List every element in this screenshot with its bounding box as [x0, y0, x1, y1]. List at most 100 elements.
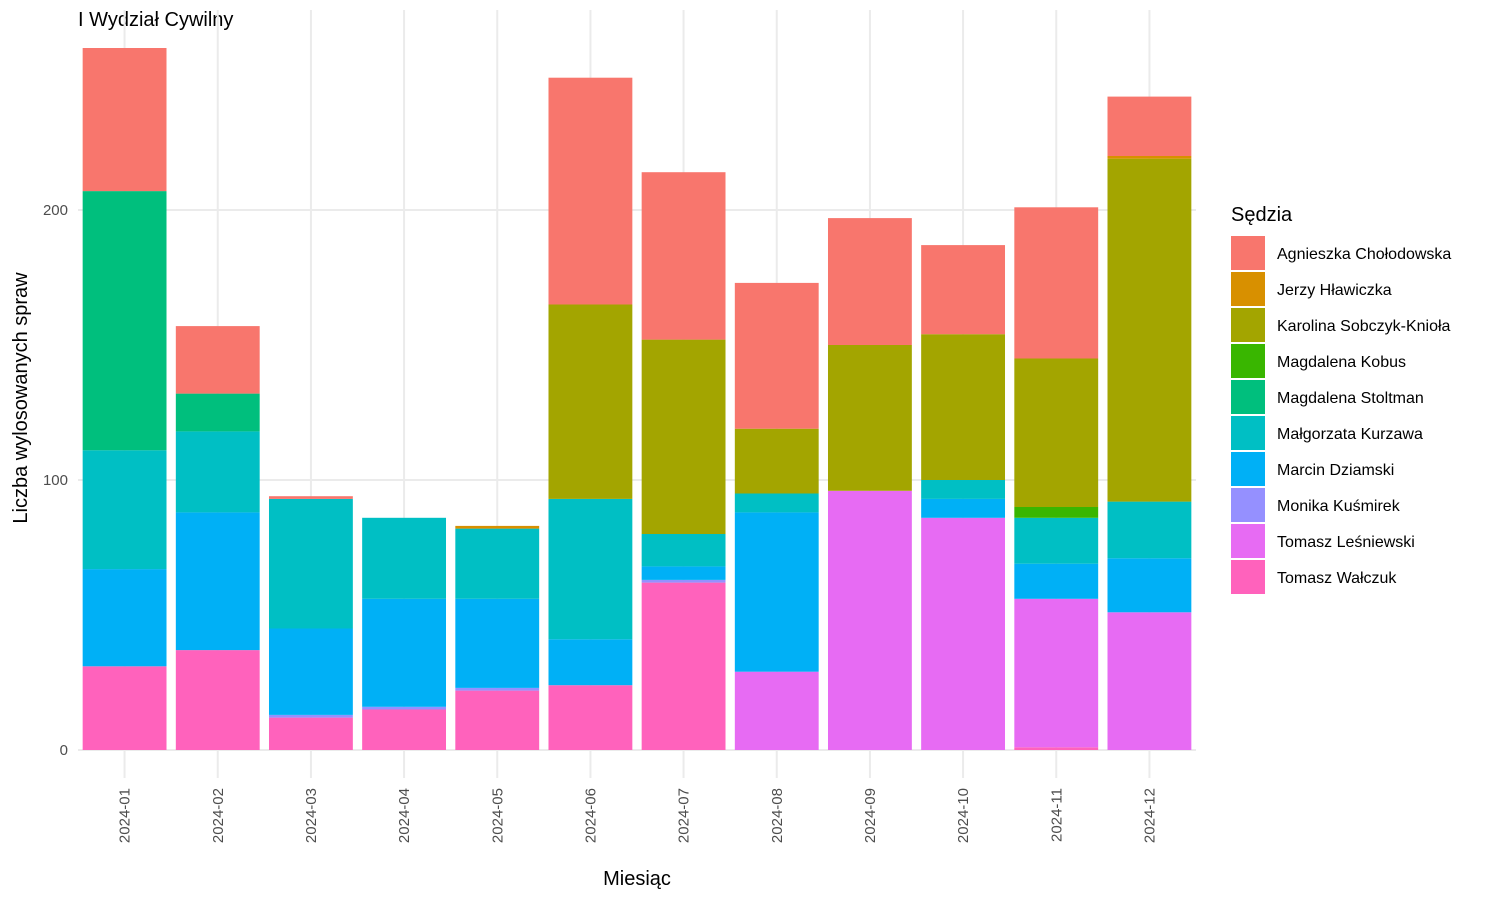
x-tick-label: 2024-08: [769, 788, 786, 843]
bar-segment: [175, 326, 260, 394]
legend-key: [1231, 488, 1265, 522]
bar-segment: [1107, 612, 1192, 750]
legend-key: [1231, 344, 1265, 378]
bar-segment: [641, 566, 726, 580]
bar-segment: [548, 639, 633, 686]
bar-segment: [548, 77, 633, 305]
bar-segment: [734, 512, 819, 672]
bar-segment: [1107, 96, 1192, 156]
legend-label: Agnieszka Chołodowska: [1277, 246, 1451, 263]
bar-segment: [1014, 507, 1099, 518]
bar-segment: [734, 428, 819, 494]
x-tick-label: 2024-07: [676, 788, 693, 843]
bar-segment: [1014, 747, 1099, 750]
y-axis-title: Liczba wylosowanych spraw: [10, 272, 32, 524]
bar-segment: [175, 431, 260, 513]
bar-segment: [82, 569, 167, 667]
legend-key: [1231, 524, 1265, 558]
bar-segment: [827, 345, 912, 491]
bar-segment: [641, 579, 726, 583]
bar-segment: [82, 666, 167, 750]
bar-segment: [734, 671, 819, 750]
y-axis-ticks: 0 100 200: [43, 202, 68, 759]
legend-label: Magdalena Stoltman: [1277, 390, 1424, 407]
legend-title: Sędzia: [1231, 204, 1293, 226]
bar-segment: [1107, 501, 1192, 559]
bar-segment: [548, 498, 633, 640]
bar-stack: [82, 48, 167, 750]
x-tick-label: 2024-06: [582, 788, 599, 843]
bar-segment: [548, 685, 633, 750]
bar-stack: [175, 326, 260, 750]
bar-segment: [641, 172, 726, 340]
legend-key: [1231, 236, 1265, 270]
bar-segment: [82, 48, 167, 192]
bar-segment: [1107, 558, 1192, 613]
bar-segment: [268, 628, 353, 715]
legend-key: [1231, 272, 1265, 306]
x-tick-label: 2024-04: [396, 788, 413, 843]
legend-label: Marcin Dziamski: [1277, 462, 1394, 479]
bar-stack: [734, 282, 819, 750]
x-tick-label: 2024-09: [862, 788, 879, 843]
legend-label: Małgorzata Kurzawa: [1277, 426, 1423, 443]
bar-stack: [921, 245, 1006, 750]
bar-segment: [362, 517, 447, 599]
bar-segment: [921, 334, 1006, 480]
bar-segment: [362, 706, 447, 710]
legend-label: Jerzy Hławiczka: [1277, 282, 1392, 299]
bar-segment: [734, 493, 819, 513]
legend-label: Tomasz Leśniewski: [1277, 534, 1415, 551]
legend-key: [1231, 452, 1265, 486]
bar-segment: [921, 498, 1006, 518]
bar-stack: [641, 172, 726, 750]
chart-title: I Wydział Cywilny: [78, 9, 233, 31]
legend-label: Tomasz Wałczuk: [1277, 570, 1397, 587]
x-tick-label: 2024-02: [210, 788, 227, 843]
legend: Sędzia Agnieszka Chołodowska Jerzy Hławic…: [1231, 204, 1451, 594]
bar-segment: [268, 717, 353, 750]
legend-label: Monika Kuśmirek: [1277, 498, 1401, 515]
x-tick-label: 2024-10: [955, 788, 972, 843]
legend-key: [1231, 380, 1265, 414]
bar-segment: [268, 498, 353, 629]
bar-segment: [827, 490, 912, 750]
x-tick-label: 2024-01: [117, 788, 134, 843]
bar-segment: [641, 339, 726, 534]
bar-segment: [1107, 158, 1192, 502]
legend-label: Magdalena Kobus: [1277, 354, 1406, 371]
bar-segment: [175, 650, 260, 750]
bar-stack: [548, 77, 633, 750]
bar-segment: [455, 525, 540, 529]
bar-stack: [1107, 96, 1192, 750]
bar-segment: [1014, 358, 1099, 507]
bar-segment: [455, 690, 540, 750]
bar-segment: [1014, 207, 1099, 359]
x-tick-label: 2024-12: [1141, 788, 1158, 843]
bar-segment: [268, 714, 353, 718]
x-axis-ticks: 2024-01 2024-02 2024-03 2024-04 2024-05 2024-…: [117, 788, 1159, 843]
bar-segment: [455, 528, 540, 599]
bar-segment: [1014, 563, 1099, 599]
bar-segment: [734, 282, 819, 429]
bar-segment: [921, 480, 1006, 499]
bar-segment: [82, 450, 167, 570]
x-tick-label: 2024-03: [303, 788, 320, 843]
bar-segment: [268, 496, 353, 499]
bar-stack: [362, 517, 447, 750]
bar-segment: [1107, 156, 1192, 159]
bar-segment: [455, 598, 540, 688]
bar-stack: [1014, 207, 1099, 750]
x-tick-label: 2024-11: [1048, 788, 1065, 842]
bar-segment: [362, 709, 447, 750]
bar-segment: [175, 512, 260, 651]
legend-key: [1231, 416, 1265, 450]
y-tick-label: 100: [43, 472, 68, 489]
x-axis-title: Miesiąc: [603, 868, 671, 890]
bar-segment: [1014, 598, 1099, 748]
bar-segment: [641, 582, 726, 750]
bar-segment: [827, 218, 912, 345]
bar-segment: [548, 304, 633, 499]
y-tick-label: 0: [60, 742, 68, 759]
legend-key: [1231, 560, 1265, 594]
